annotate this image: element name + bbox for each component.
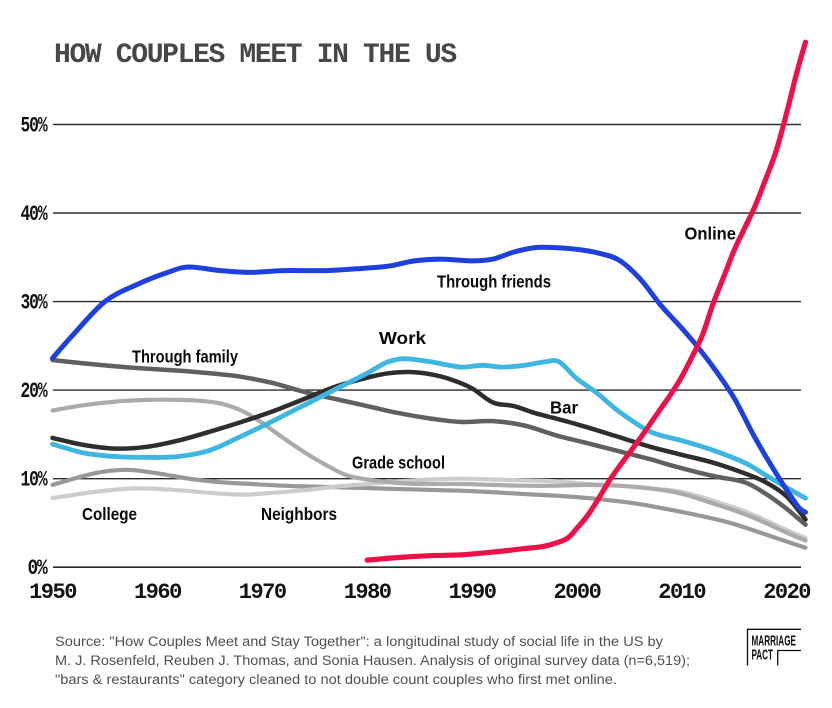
svg-text:0%: 0% [28,556,49,581]
svg-text:2000: 2000 [553,580,600,605]
svg-text:M. J. Rosenfeld, Reuben J. Tho: M. J. Rosenfeld, Reuben J. Thomas, and S… [55,653,690,668]
svg-text:1950: 1950 [29,580,76,605]
svg-text:Through friends: Through friends [437,272,551,292]
svg-text:50%: 50% [21,114,49,139]
svg-text:40%: 40% [21,202,49,227]
svg-text:College: College [82,504,137,524]
svg-text:1960: 1960 [134,580,181,605]
svg-text:MARRIAGE: MARRIAGE [752,633,797,650]
svg-text:1980: 1980 [344,580,391,605]
svg-text:30%: 30% [21,291,49,316]
svg-text:Bar: Bar [550,398,578,418]
svg-text:Through family: Through family [132,347,238,367]
svg-text:20%: 20% [21,379,49,404]
svg-text:1970: 1970 [239,580,286,605]
svg-text:Neighbors: Neighbors [261,504,337,524]
svg-text:Online: Online [685,224,737,244]
svg-text:2020: 2020 [763,580,810,605]
svg-text:HOW COUPLES MEET IN THE US: HOW COUPLES MEET IN THE US [54,40,456,71]
svg-text:1990: 1990 [449,580,496,605]
svg-text:PACT: PACT [752,647,774,664]
svg-text:2010: 2010 [658,580,705,605]
svg-text:Grade school: Grade school [352,453,445,473]
svg-text:10%: 10% [21,468,49,493]
svg-text:Work: Work [379,328,426,348]
svg-text:"bars & restaurants" category: "bars & restaurants" category cleaned to… [55,672,617,687]
svg-text:Source: "How Couples Meet and: Source: "How Couples Meet and Stay Toget… [55,634,663,649]
